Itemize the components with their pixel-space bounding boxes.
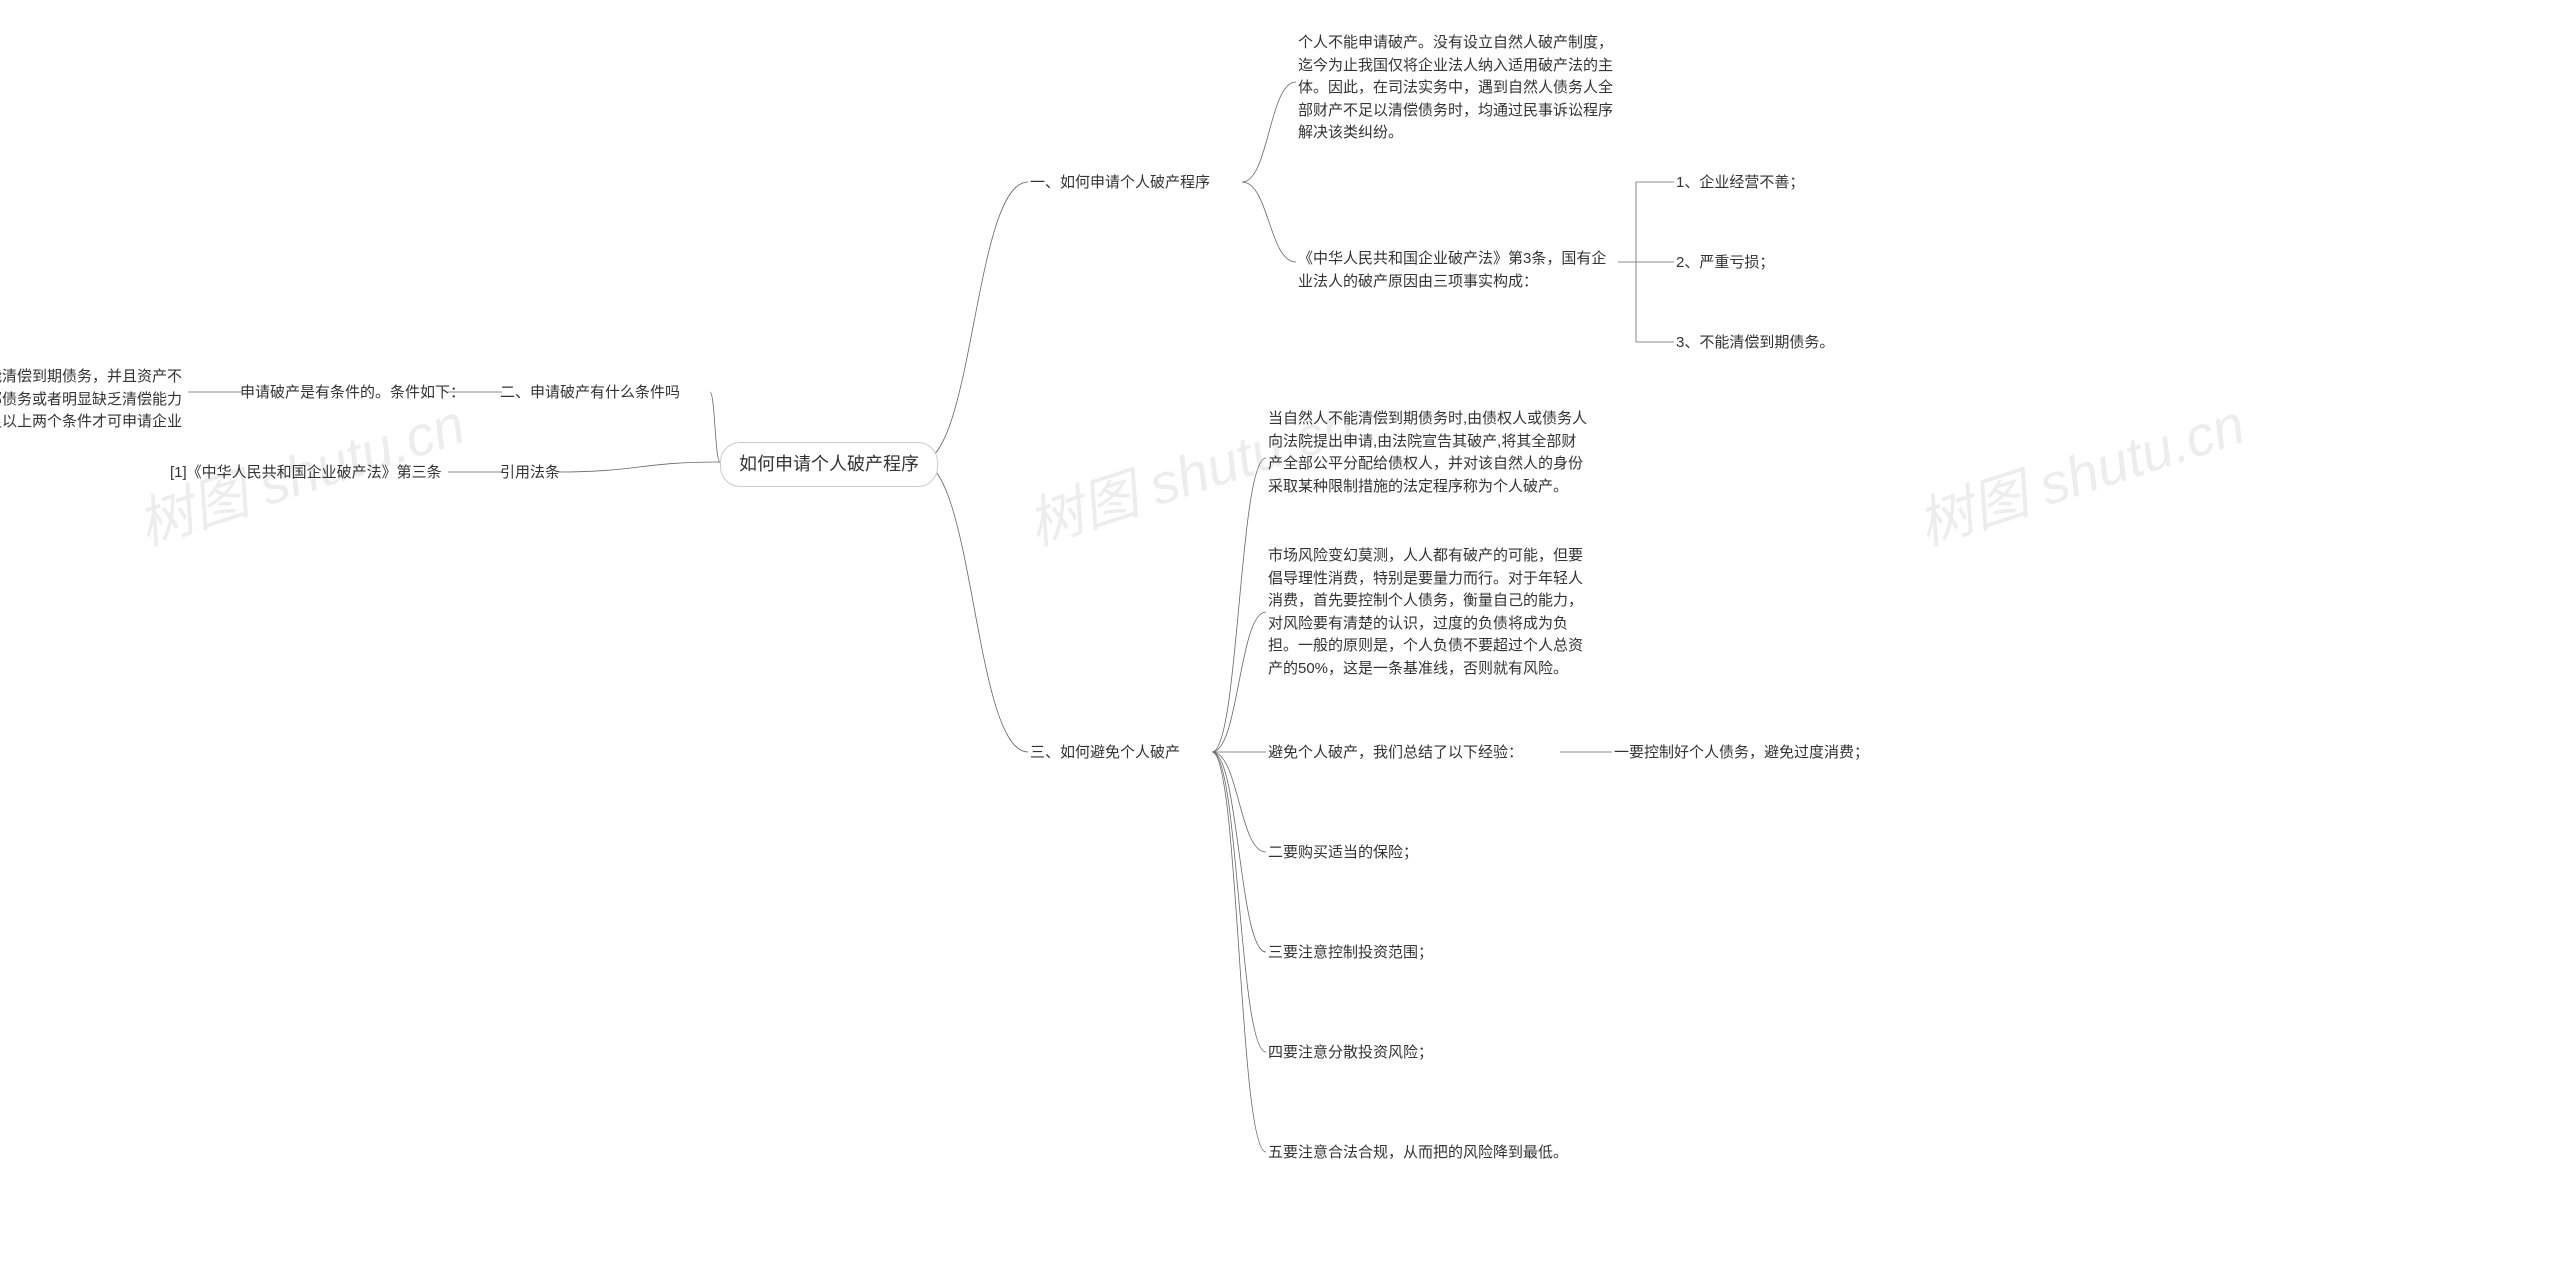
- node-r2d: 二要购买适当的保险；: [1268, 842, 1418, 865]
- node-r2: 三、如何避免个人破产: [1030, 742, 1180, 765]
- node-l1a: 申请破产是有条件的。条件如下：: [240, 382, 465, 405]
- node-r1b1: 1、企业经营不善；: [1676, 172, 1804, 195]
- edge: [1212, 752, 1266, 852]
- edge: [1212, 612, 1266, 752]
- node-r2b: 市场风险变幻莫测，人人都有破产的可能，但要倡导理性消费，特别是要量力而行。对于年…: [1268, 545, 1588, 680]
- node-r2c: 避免个人破产，我们总结了以下经验：: [1268, 742, 1523, 765]
- node-r2f: 四要注意分散投资风险；: [1268, 1042, 1433, 1065]
- edge: [1212, 752, 1266, 952]
- node-r2g: 五要注意合法合规，从而把的风险降到最低。: [1268, 1142, 1568, 1165]
- node-r1a: 个人不能申请破产。没有设立自然人破产制度，迄今为止我国仅将企业法人纳入适用破产法…: [1298, 32, 1618, 145]
- edge: [558, 462, 720, 472]
- edge: [1212, 752, 1266, 1052]
- node-r1: 一、如何申请个人破产程序: [1030, 172, 1210, 195]
- node-l2: 引用法条: [500, 462, 560, 485]
- edge: [920, 182, 1028, 462]
- node-l1: 二、申请破产有什么条件吗: [500, 382, 680, 405]
- node-r1b: 《中华人民共和国企业破产法》第3条，国有企业法人的破产原因由三项事实构成：: [1298, 248, 1613, 293]
- node-r1b2: 2、严重亏损；: [1676, 252, 1774, 275]
- edge: [1212, 458, 1266, 752]
- edge: [710, 392, 720, 462]
- node-r2e: 三要注意控制投资范围；: [1268, 942, 1433, 965]
- edge: [1242, 82, 1296, 182]
- node-root: 如何申请个人破产程序: [720, 442, 938, 487]
- node-r2a: 当自然人不能清偿到期债务时,由债权人或债务人向法院提出申请,由法院宣告其破产,将…: [1268, 408, 1588, 498]
- node-l2a: [1]《中华人民共和国企业破产法》第三条: [170, 462, 442, 485]
- edge: [920, 462, 1028, 752]
- edge: [1242, 182, 1296, 262]
- node-l1a1: 企业法人不能清偿到期债务，并且资产不足以清偿全部债务或者明显缺乏清偿能力的。同时…: [0, 366, 187, 456]
- node-r2c1: 一要控制好个人债务，避免过度消费；: [1614, 742, 1869, 765]
- watermark: 树图 shutu.cn: [1906, 380, 2254, 562]
- edge: [1212, 752, 1266, 1152]
- node-r1b3: 3、不能清偿到期债务。: [1676, 332, 1834, 355]
